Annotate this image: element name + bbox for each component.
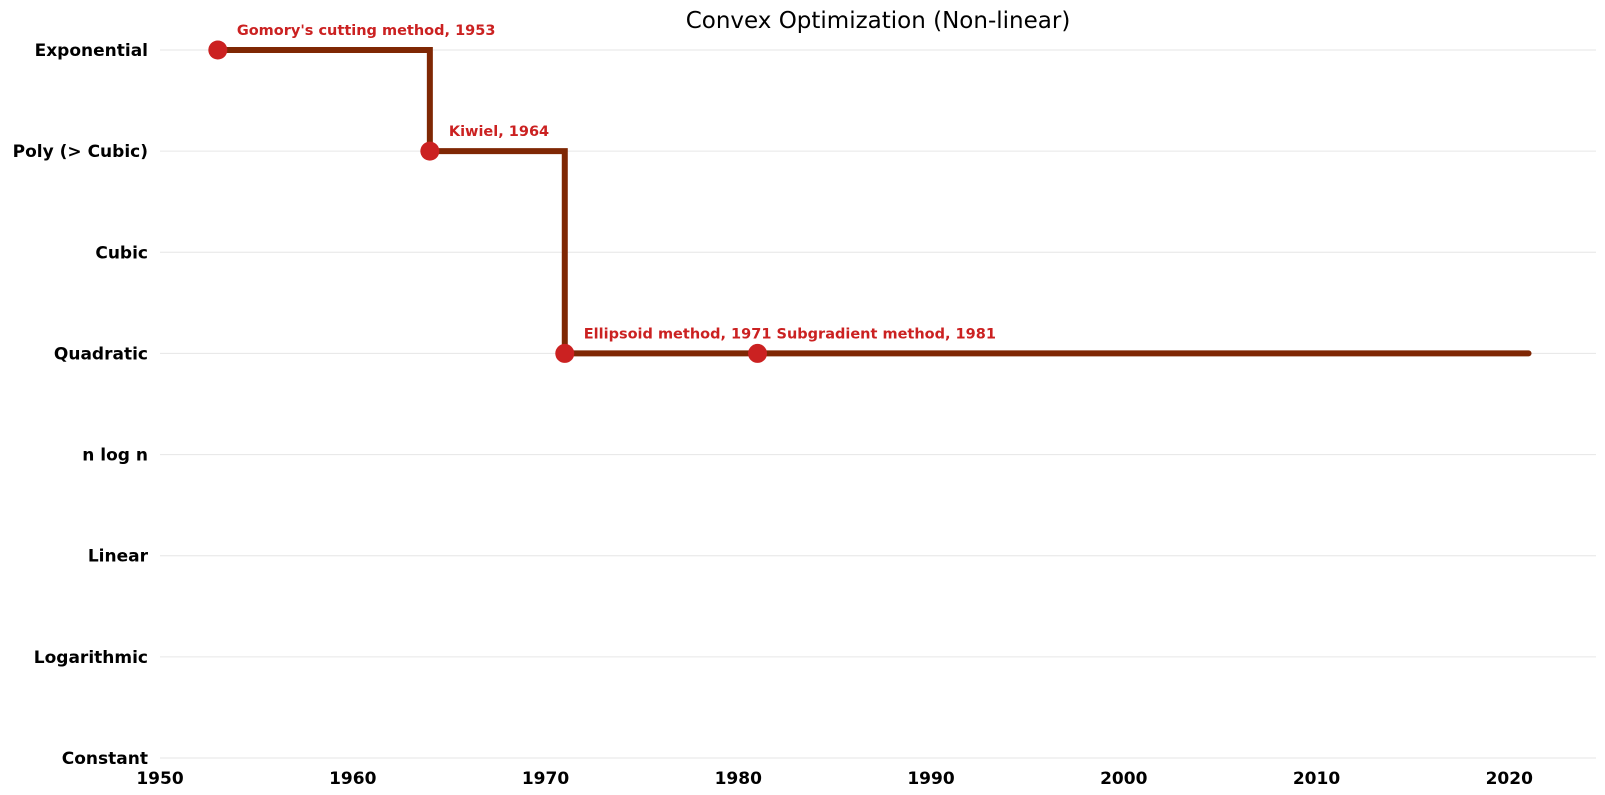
x-tick-label-2000: 2000 [1100,769,1147,789]
x-tick-label-1990: 1990 [907,769,954,789]
annotation-1964: Kiwiel, 1964 [449,124,549,140]
series-step-line [214,47,1532,357]
data-point-1964 [420,141,440,161]
y-tick-label-poly-cubic: Poly (> Cubic) [13,142,148,162]
annotation-1953: Gomory's cutting method, 1953 [237,23,496,39]
x-tick-label-1980: 1980 [715,769,762,789]
y-tick-label-exponential: Exponential [35,41,148,61]
annotation-1981: Subgradient method, 1981 [777,326,996,342]
x-axis-ticks: 1950 1960 1970 1980 1990 2000 2010 2020 [136,769,1533,789]
y-tick-label-quadratic: Quadratic [54,344,148,364]
x-tick-label-1960: 1960 [329,769,376,789]
series-line-layer [214,47,1532,357]
grid-lines [160,49,1596,759]
annotation-1971: Ellipsoid method, 1971 [584,326,772,342]
data-point-1953 [208,40,228,60]
y-axis-ticks: Constant Logarithmic Linear n log n Quadrati… [13,41,149,769]
chart-title: Convex Optimization (Non-linear) [686,8,1071,34]
x-tick-label-2020: 2020 [1486,769,1533,789]
data-point-1971 [555,343,575,363]
y-tick-label-logarithmic: Logarithmic [34,648,148,668]
y-tick-label-constant: Constant [62,749,148,769]
x-tick-label-2010: 2010 [1293,769,1340,789]
y-tick-label-cubic: Cubic [95,243,148,263]
x-tick-label-1970: 1970 [522,769,569,789]
marker-layer [208,40,768,363]
x-tick-label-1950: 1950 [136,769,183,789]
data-point-1981 [748,343,768,363]
y-tick-label-linear: Linear [88,547,149,567]
y-tick-label-n-log-n: n log n [82,446,148,466]
annotation-layer: Gomory's cutting method, 1953 Kiwiel, 196… [237,23,996,342]
